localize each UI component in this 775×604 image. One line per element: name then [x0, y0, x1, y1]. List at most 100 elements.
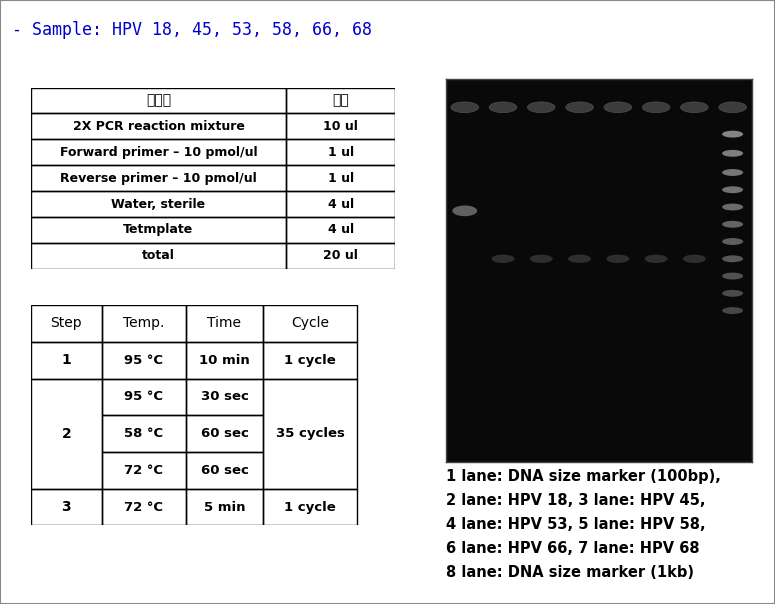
Bar	[286, 140, 395, 165]
Bar	[186, 416, 263, 452]
Bar	[31, 140, 286, 165]
Text: 10 min: 10 min	[199, 353, 250, 367]
Text: 1: 1	[61, 353, 71, 367]
Bar	[186, 305, 263, 342]
Text: 1 ul: 1 ul	[328, 172, 353, 185]
Text: 20 ul: 20 ul	[323, 249, 358, 262]
Bar	[102, 452, 186, 489]
Bar	[102, 305, 186, 342]
Ellipse shape	[719, 102, 746, 113]
Text: Temp.: Temp.	[123, 316, 164, 330]
Text: Water, sterile: Water, sterile	[112, 198, 205, 211]
Bar	[286, 114, 395, 140]
Text: 2X PCR reaction mixture: 2X PCR reaction mixture	[73, 120, 244, 133]
Text: 2: 2	[61, 426, 71, 441]
Text: 2 lane: HPV 18, 3 lane: HPV 45,: 2 lane: HPV 18, 3 lane: HPV 45,	[446, 493, 705, 508]
Bar	[31, 165, 286, 191]
Ellipse shape	[722, 272, 743, 280]
Bar	[286, 217, 395, 243]
Bar	[102, 342, 186, 379]
Bar	[286, 191, 395, 217]
Text: Reverse primer – 10 pmol/ul: Reverse primer – 10 pmol/ul	[60, 172, 257, 185]
Bar	[31, 88, 286, 114]
Bar	[263, 489, 357, 525]
Bar	[102, 416, 186, 452]
Text: 3: 3	[61, 500, 71, 514]
Ellipse shape	[530, 254, 553, 263]
Ellipse shape	[722, 204, 743, 210]
Text: 30 sec: 30 sec	[201, 390, 248, 403]
Ellipse shape	[489, 102, 517, 113]
Text: 95 °C: 95 °C	[124, 353, 164, 367]
Bar	[186, 342, 263, 379]
Text: 1 cycle: 1 cycle	[284, 353, 336, 367]
Bar	[186, 489, 263, 525]
Ellipse shape	[722, 307, 743, 314]
Ellipse shape	[722, 130, 743, 138]
Bar	[31, 243, 286, 269]
Bar	[31, 217, 286, 243]
Ellipse shape	[722, 186, 743, 193]
Text: 95 °C: 95 °C	[124, 390, 164, 403]
Text: 5 min: 5 min	[204, 501, 245, 513]
Text: 72 °C: 72 °C	[124, 501, 164, 513]
Text: 58 °C: 58 °C	[124, 427, 164, 440]
Ellipse shape	[680, 102, 708, 113]
Ellipse shape	[722, 290, 743, 297]
Text: 용량: 용량	[332, 94, 349, 108]
Text: Tetmplate: Tetmplate	[123, 223, 194, 236]
Text: 4 ul: 4 ul	[328, 223, 353, 236]
Text: 4 ul: 4 ul	[328, 198, 353, 211]
Ellipse shape	[451, 102, 478, 113]
Text: 10 ul: 10 ul	[323, 120, 358, 133]
Text: 35 cycles: 35 cycles	[276, 427, 345, 440]
Text: 1 lane: DNA size marker (100bp),: 1 lane: DNA size marker (100bp),	[446, 469, 721, 484]
Ellipse shape	[568, 254, 591, 263]
Text: Forward primer – 10 pmol/ul: Forward primer – 10 pmol/ul	[60, 146, 257, 159]
Text: 구성물: 구성물	[146, 94, 171, 108]
Bar	[263, 342, 357, 379]
Bar	[263, 379, 357, 489]
Text: 60 sec: 60 sec	[201, 427, 248, 440]
Ellipse shape	[528, 102, 555, 113]
Text: 4 lane: HPV 53, 5 lane: HPV 58,: 4 lane: HPV 53, 5 lane: HPV 58,	[446, 517, 705, 532]
Text: - Sample: HPV 18, 45, 53, 58, 66, 68: - Sample: HPV 18, 45, 53, 58, 66, 68	[12, 21, 372, 39]
Bar	[102, 379, 186, 416]
Bar	[31, 342, 102, 379]
Bar	[186, 379, 263, 416]
Bar	[286, 165, 395, 191]
Ellipse shape	[722, 255, 743, 262]
Ellipse shape	[722, 169, 743, 176]
Bar	[286, 88, 395, 114]
Bar	[31, 191, 286, 217]
Ellipse shape	[566, 102, 594, 113]
Ellipse shape	[722, 221, 743, 228]
Text: 8 lane: DNA size marker (1kb): 8 lane: DNA size marker (1kb)	[446, 565, 694, 580]
Text: Time: Time	[208, 316, 242, 330]
Text: 60 sec: 60 sec	[201, 464, 248, 477]
Text: Step: Step	[50, 316, 82, 330]
Text: 72 °C: 72 °C	[124, 464, 164, 477]
Bar	[263, 305, 357, 342]
Bar	[31, 305, 102, 342]
Bar	[102, 489, 186, 525]
Bar	[31, 379, 102, 489]
Bar	[31, 489, 102, 525]
Text: total: total	[142, 249, 175, 262]
Ellipse shape	[453, 205, 477, 216]
Text: 6 lane: HPV 66, 7 lane: HPV 68: 6 lane: HPV 66, 7 lane: HPV 68	[446, 541, 699, 556]
Ellipse shape	[642, 102, 670, 113]
Bar	[286, 243, 395, 269]
Ellipse shape	[491, 254, 515, 263]
Ellipse shape	[604, 102, 632, 113]
Ellipse shape	[645, 254, 667, 263]
Ellipse shape	[722, 150, 743, 157]
Bar	[186, 452, 263, 489]
Bar	[31, 114, 286, 140]
Text: Cycle: Cycle	[291, 316, 329, 330]
Ellipse shape	[722, 238, 743, 245]
Text: 1 cycle: 1 cycle	[284, 501, 336, 513]
Ellipse shape	[683, 254, 706, 263]
Ellipse shape	[606, 254, 629, 263]
Text: 1 ul: 1 ul	[328, 146, 353, 159]
